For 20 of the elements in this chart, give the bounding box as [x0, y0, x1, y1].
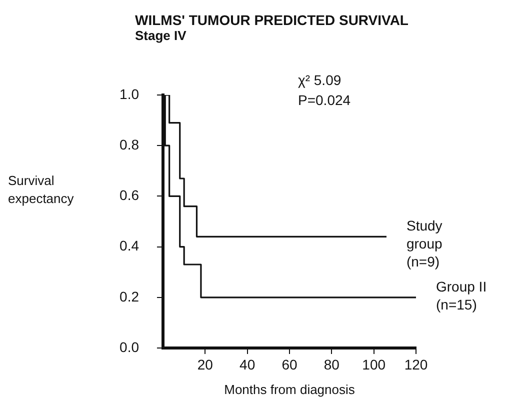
- x-tick-label: 40: [240, 356, 256, 372]
- text: χ² 5.09: [298, 72, 342, 88]
- x-tick-label: 100: [362, 356, 386, 372]
- series-label: Group II (n=15): [436, 278, 487, 312]
- x-tick-label: 60: [282, 356, 298, 372]
- series-label: Study group (n=9): [406, 218, 443, 270]
- x-tick-label: 120: [404, 356, 428, 372]
- chart-subtitle: Stage IV: [135, 28, 188, 43]
- y-tick-label: 0.4: [120, 238, 140, 254]
- annotation: P=0.024: [298, 92, 351, 108]
- x-axis-title: Months from diagnosis: [223, 382, 356, 397]
- y-tick-label: 0.8: [120, 136, 140, 152]
- y-tick-label: 0.0: [120, 338, 140, 355]
- x-tick-label: 20: [197, 356, 214, 372]
- chart-title: WILMS' TUMOUR PREDICTED SURVIVAL: [135, 12, 408, 28]
- y-axis-title: Survival expectancy: [8, 172, 75, 208]
- x-tick-label: 80: [324, 356, 340, 372]
- y-tick-label: 0.6: [120, 187, 140, 204]
- y-tick-label: 0.2: [120, 288, 140, 304]
- y-tick-label: 1.0: [120, 86, 140, 102]
